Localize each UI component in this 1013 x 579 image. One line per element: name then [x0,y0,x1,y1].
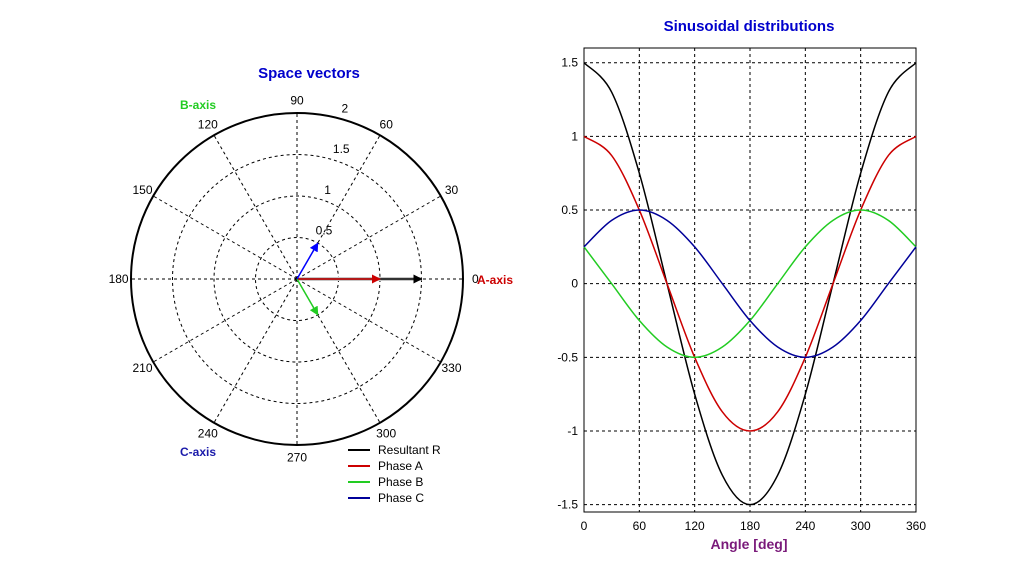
line-plot: Sinusoidal distributions 0 60 120 180 240 300… [557,18,926,552]
line-series [583,62,917,506]
x-tick-label: 360 [906,519,926,533]
x-tick-label: 180 [740,519,760,533]
c-axis-label: C-axis [180,445,216,459]
angle-tick-label: 30 [445,183,459,197]
polar-spoke [296,134,381,280]
polar-spoke [213,278,298,424]
angle-tick-label: 0 [472,272,479,286]
polar-outer-circle [130,112,464,446]
polar-vectors [296,242,423,316]
polar-angle-ticks: 0 30 60 90 120 150 180 210 240 270 300 330 [109,94,479,465]
x-tick-label: 240 [795,519,815,533]
polar-title: Space vectors [258,65,360,82]
polar-radial-ticks: 0.5 1 1.5 2 [316,102,350,238]
polar-spoke [152,195,298,280]
legend-label-phase-c: Phase C [378,491,424,505]
y-tick-label: 1 [571,129,578,143]
y-tick-label: 0.5 [561,203,578,217]
polar-spoke [213,134,298,280]
angle-tick-label: 150 [132,183,152,197]
vector-phase-c [296,242,319,280]
polar-spoke [296,278,442,363]
radial-tick-label: 1 [324,183,331,197]
angle-tick-label: 270 [287,450,307,464]
angle-tick-label: 60 [380,118,394,132]
y-tick-label: 1.5 [561,56,578,70]
line-grid [583,48,917,512]
polar-spoke [296,278,381,424]
x-axis-label: Angle [deg] [711,536,788,552]
legend-label-resultant: Resultant R [378,443,441,457]
radial-tick-label: 0.5 [316,223,333,237]
angle-tick-label: 180 [109,272,129,286]
x-tick-label: 300 [851,519,871,533]
a-axis-label: A-axis [477,273,513,287]
polar-plot: Space vectors 0 30 60 90 120 150 180 210 240 270 3… [109,65,514,505]
y-tick-labels: -1.5 -1 -0.5 0 0.5 1 1.5 [557,56,578,512]
x-tick-label: 0 [581,519,588,533]
vector-phase-b [296,278,319,316]
radial-tick-label: 2 [342,102,349,116]
legend-label-phase-a: Phase A [378,459,423,473]
angle-tick-label: 210 [132,361,152,375]
angle-tick-label: 240 [198,427,218,441]
polar-spoke [152,278,298,363]
x-tick-label: 120 [685,519,705,533]
legend-label-phase-b: Phase B [378,475,423,489]
series-phase-c [583,209,917,359]
series-resultant [583,62,917,506]
y-tick-label: -1 [567,424,578,438]
line-title: Sinusoidal distributions [664,18,835,35]
x-tick-labels: 0 60 120 180 240 300 360 [581,519,927,533]
b-axis-label: B-axis [180,98,216,112]
radial-tick-label: 1.5 [333,142,350,156]
y-tick-label: -0.5 [557,350,578,364]
polar-spoke [296,195,442,280]
plot-frame [583,47,917,513]
angle-tick-label: 330 [441,361,461,375]
polar-grid [131,113,463,445]
y-tick-label: 0 [571,277,578,291]
x-tick-label: 60 [633,519,647,533]
angle-tick-label: 300 [376,427,396,441]
angle-tick-label: 120 [198,118,218,132]
angle-tick-label: 90 [290,94,304,108]
y-tick-label: -1.5 [557,498,578,512]
legend: Resultant R Phase A Phase B Phase C [348,443,441,505]
